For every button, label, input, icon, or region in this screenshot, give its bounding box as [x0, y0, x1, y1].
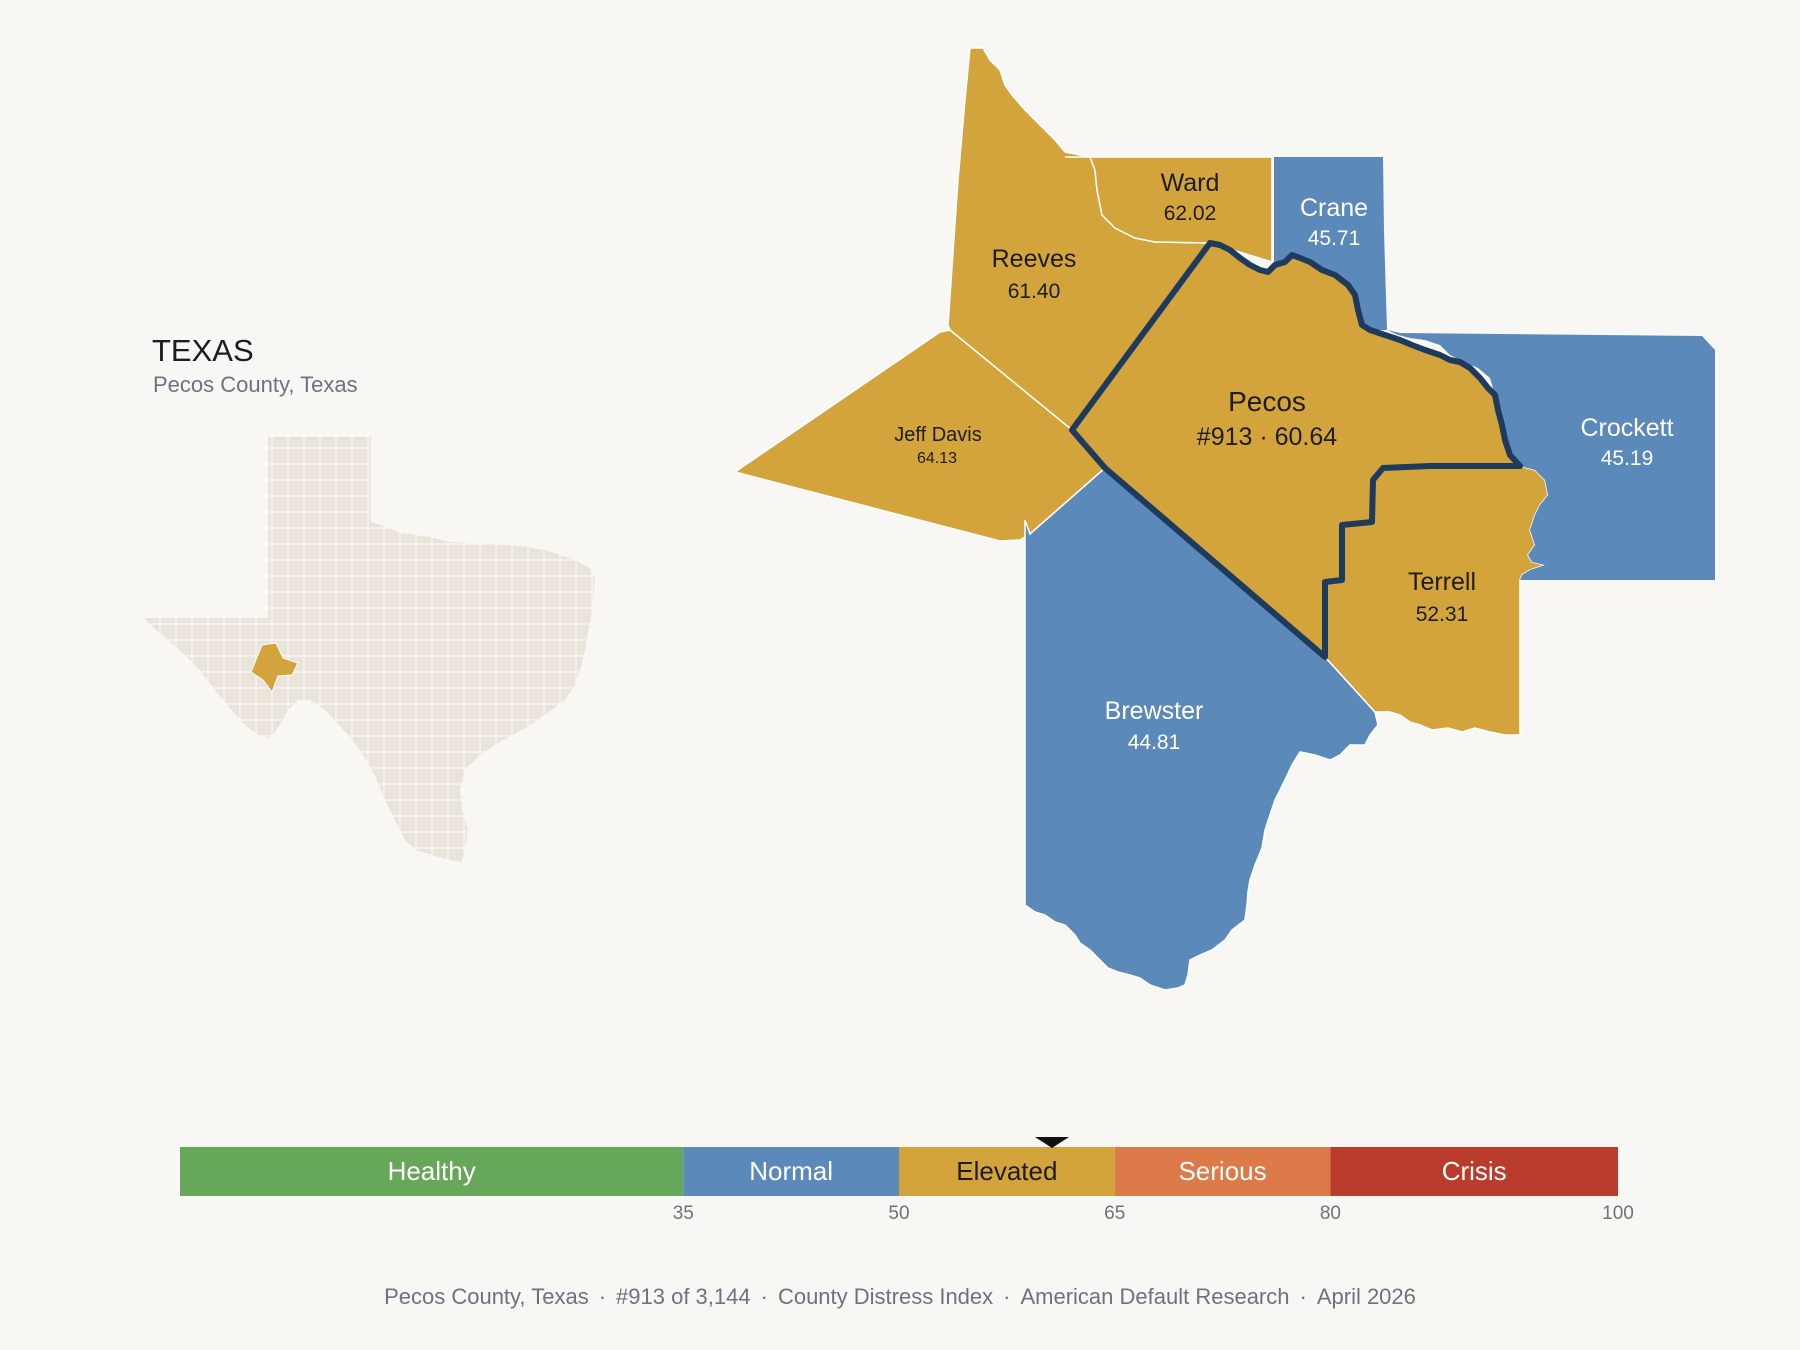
legend-band-elevated [899, 1147, 1115, 1196]
legend-tick-100: 100 [1602, 1203, 1634, 1224]
legend-band-normal [683, 1147, 899, 1196]
label-crockett-name: Crockett [1580, 414, 1673, 442]
label-jeff-davis-value: 64.13 [917, 450, 957, 467]
label-crane-value: 45.71 [1308, 227, 1361, 250]
label-pecos-name: Pecos [1228, 386, 1306, 417]
state-title: TEXAS [152, 333, 254, 368]
legend-band-serious [1114, 1147, 1331, 1196]
label-terrell-name: Terrell [1408, 568, 1476, 596]
label-terrell-value: 52.31 [1416, 603, 1469, 626]
distress-scale-legend: Healthy Normal Elevated Serious Crisis 35 50 65… [180, 1137, 1634, 1224]
label-reeves-name: Reeves [992, 245, 1077, 273]
label-brewster-name: Brewster [1105, 697, 1204, 725]
label-ward-value: 62.02 [1164, 202, 1217, 225]
county-labels: Ward 62.02 Crane 45.71 Reeves 61.40 Jeff… [894, 169, 1673, 754]
footer-county: Pecos County, Texas [384, 1284, 589, 1309]
legend-band-crisis [1330, 1147, 1618, 1196]
legend-tick-65: 65 [1104, 1203, 1125, 1224]
label-pecos-value: #913 · 60.64 [1197, 423, 1337, 451]
label-reeves-value: 61.40 [1008, 280, 1061, 303]
legend-tick-35: 35 [673, 1203, 694, 1224]
legend-marker-icon [1035, 1137, 1070, 1148]
footer-index: County Distress Index [777, 1284, 994, 1309]
county-brewster[interactable] [1024, 467, 1379, 991]
label-jeff-davis-name: Jeff Davis [894, 424, 981, 446]
county-crockett[interactable] [1387, 330, 1715, 580]
footer-date: April 2026 [1316, 1284, 1416, 1309]
county-map [733, 47, 1715, 991]
texas-state-shape [145, 437, 595, 862]
legend-label-crisis: Crisis [1442, 1156, 1507, 1186]
legend-label-normal: Normal [749, 1156, 833, 1186]
county-pecos[interactable] [1069, 240, 1523, 660]
pecos-inset-highlight [250, 642, 299, 694]
footer: Pecos County, Texas · #913 of 3,144 · County… [384, 1284, 1416, 1309]
label-ward-name: Ward [1161, 169, 1220, 197]
legend-tick-50: 50 [888, 1203, 909, 1224]
state-subtitle: Pecos County, Texas [153, 372, 358, 397]
county-ward[interactable] [1065, 156, 1273, 264]
footer-rank: #913 of 3,144 [616, 1284, 751, 1309]
legend-tick-80: 80 [1320, 1203, 1341, 1224]
county-crane[interactable] [1274, 157, 1387, 330]
legend-label-elevated: Elevated [956, 1156, 1057, 1186]
label-crockett-value: 45.19 [1601, 447, 1654, 470]
label-brewster-value: 44.81 [1128, 731, 1181, 754]
legend-band-healthy [180, 1147, 684, 1196]
legend-label-serious: Serious [1178, 1156, 1266, 1186]
label-crane-name: Crane [1300, 194, 1368, 222]
legend-label-healthy: Healthy [388, 1156, 476, 1186]
footer-source: American Default Research [1020, 1284, 1290, 1309]
